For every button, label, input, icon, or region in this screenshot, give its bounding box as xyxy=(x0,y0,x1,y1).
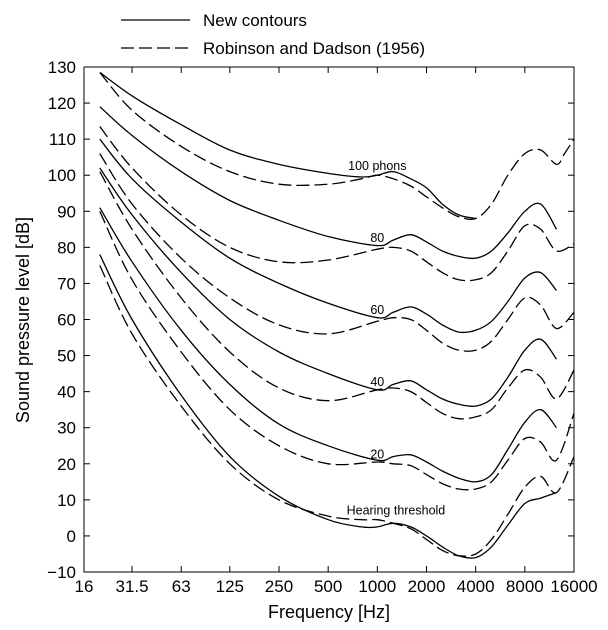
curve-label: 40 xyxy=(370,375,384,389)
x-tick-label: 63 xyxy=(172,577,191,596)
y-tick-label: 20 xyxy=(57,455,76,474)
legend-label-new-contours: New contours xyxy=(203,11,307,30)
curve-label: 100 phons xyxy=(348,159,406,173)
robinson-dadson-curve xyxy=(99,71,575,221)
y-tick-label: 50 xyxy=(57,347,76,366)
robinson-dadson-curve xyxy=(99,171,575,420)
new-contour-curve xyxy=(99,254,557,559)
y-tick-label: 80 xyxy=(57,238,76,257)
x-tick-label: 16000 xyxy=(550,577,597,596)
curve-label: 20 xyxy=(370,447,384,461)
robinson-dadson-curve xyxy=(99,153,575,352)
x-tick-label: 16 xyxy=(75,577,94,596)
x-tick-label: 2000 xyxy=(408,577,446,596)
robinson-dadson-curve xyxy=(99,265,575,557)
y-tick-label: −10 xyxy=(47,563,76,582)
y-tick-label: 40 xyxy=(57,383,76,402)
y-tick-label: 0 xyxy=(67,527,76,546)
y-axis: −10 0 10 20 30 40 50 60 70 80 90 100 110 120 130 xyxy=(47,58,574,582)
legend-label-robinson-dadson: Robinson and Dadson (1956) xyxy=(203,39,425,58)
plot-frame xyxy=(83,66,575,573)
curves-group xyxy=(99,71,575,559)
curve-label: 60 xyxy=(370,303,384,317)
x-tick-label: 8000 xyxy=(506,577,544,596)
x-axis: 16 31.5 63 125 250 500 1000 2000 4000 8000 16000 xyxy=(75,67,598,596)
y-tick-label: 70 xyxy=(57,274,76,293)
new-contour-curve xyxy=(99,106,558,260)
y-tick-label: 90 xyxy=(57,202,76,221)
curve-label: 80 xyxy=(370,231,384,245)
curve-labels-group: 100 phons 80 60 40 20 Hearing threshold xyxy=(347,159,446,517)
curve-label: Hearing threshold xyxy=(347,503,446,517)
x-tick-label: 125 xyxy=(216,577,244,596)
legend: New contours Robinson and Dadson (1956) xyxy=(121,11,425,58)
x-tick-label: 500 xyxy=(314,577,342,596)
y-tick-label: 130 xyxy=(48,58,76,77)
y-axis-title: Sound pressure level [dB] xyxy=(13,217,33,423)
y-tick-label: 110 xyxy=(49,130,76,149)
x-tick-label: 31.5 xyxy=(116,577,149,596)
y-tick-label: 60 xyxy=(57,311,76,330)
robinson-dadson-curve xyxy=(99,126,575,282)
x-tick-label: 4000 xyxy=(457,577,495,596)
new-contour-curve xyxy=(99,71,476,220)
y-tick-label: 100 xyxy=(48,166,76,185)
x-tick-label: 1000 xyxy=(358,577,396,596)
y-tick-label: 10 xyxy=(57,491,76,510)
y-tick-label: 120 xyxy=(48,94,76,113)
new-contour-curve xyxy=(99,138,558,334)
new-contour-curve xyxy=(99,207,558,483)
robinson-dadson-curve xyxy=(99,211,575,491)
new-contour-curve xyxy=(99,167,558,408)
x-axis-title: Frequency [Hz] xyxy=(268,602,390,622)
x-tick-label: 250 xyxy=(265,577,293,596)
y-tick-label: 30 xyxy=(57,419,76,438)
